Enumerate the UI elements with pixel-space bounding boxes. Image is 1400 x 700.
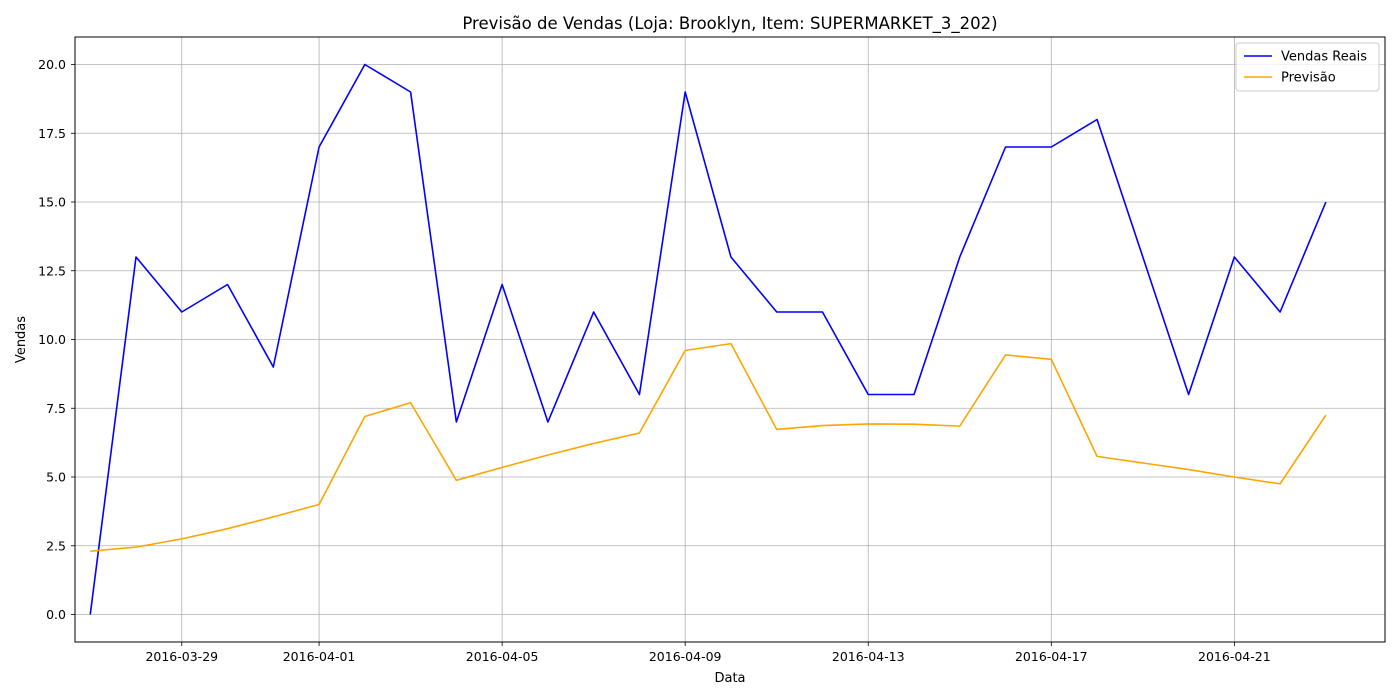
series-line-vendas-reais <box>89 63 1327 615</box>
y-axis-ticks: 0.0 2.5 5.0 7.5 10.0 12.5 15.0 17.5 20.0 <box>38 57 75 622</box>
x-tick-label: 2016-04-01 <box>283 649 356 664</box>
y-tick-label: 20.0 <box>38 57 66 72</box>
x-tick-label: 2016-04-09 <box>649 649 722 664</box>
y-tick-label: 17.5 <box>38 126 66 141</box>
x-axis-ticks: 2016-03-29 2016-04-01 2016-04-05 2016-04-09… <box>145 642 1271 664</box>
x-tick-label: 2016-04-13 <box>832 649 905 664</box>
legend: Vendas Reais Previsão <box>1235 42 1380 92</box>
x-tick-label: 2016-04-17 <box>1015 649 1088 664</box>
legend-label: Previsão <box>1281 71 1336 86</box>
series-lines <box>89 63 1327 615</box>
chart-title: Previsão de Vendas (Loja: Brooklyn, Item… <box>462 14 997 34</box>
y-tick-label: 2.5 <box>46 538 66 553</box>
y-tick-label: 7.5 <box>46 401 66 416</box>
y-tick-label: 12.5 <box>38 263 66 278</box>
legend-label: Vendas Reais <box>1281 50 1367 65</box>
y-axis-title: Vendas <box>14 316 29 363</box>
x-tick-label: 2016-04-21 <box>1198 649 1271 664</box>
y-tick-label: 0.0 <box>46 607 66 622</box>
grid <box>75 37 1385 642</box>
x-axis-title: Data <box>714 671 745 686</box>
x-tick-label: 2016-03-29 <box>145 649 218 664</box>
legend-box <box>1235 42 1380 92</box>
y-tick-label: 10.0 <box>38 332 66 347</box>
series-line-previsao <box>90 342 1327 553</box>
y-tick-label: 5.0 <box>46 470 66 485</box>
y-tick-label: 15.0 <box>38 195 66 210</box>
x-tick-label: 2016-04-05 <box>466 649 539 664</box>
